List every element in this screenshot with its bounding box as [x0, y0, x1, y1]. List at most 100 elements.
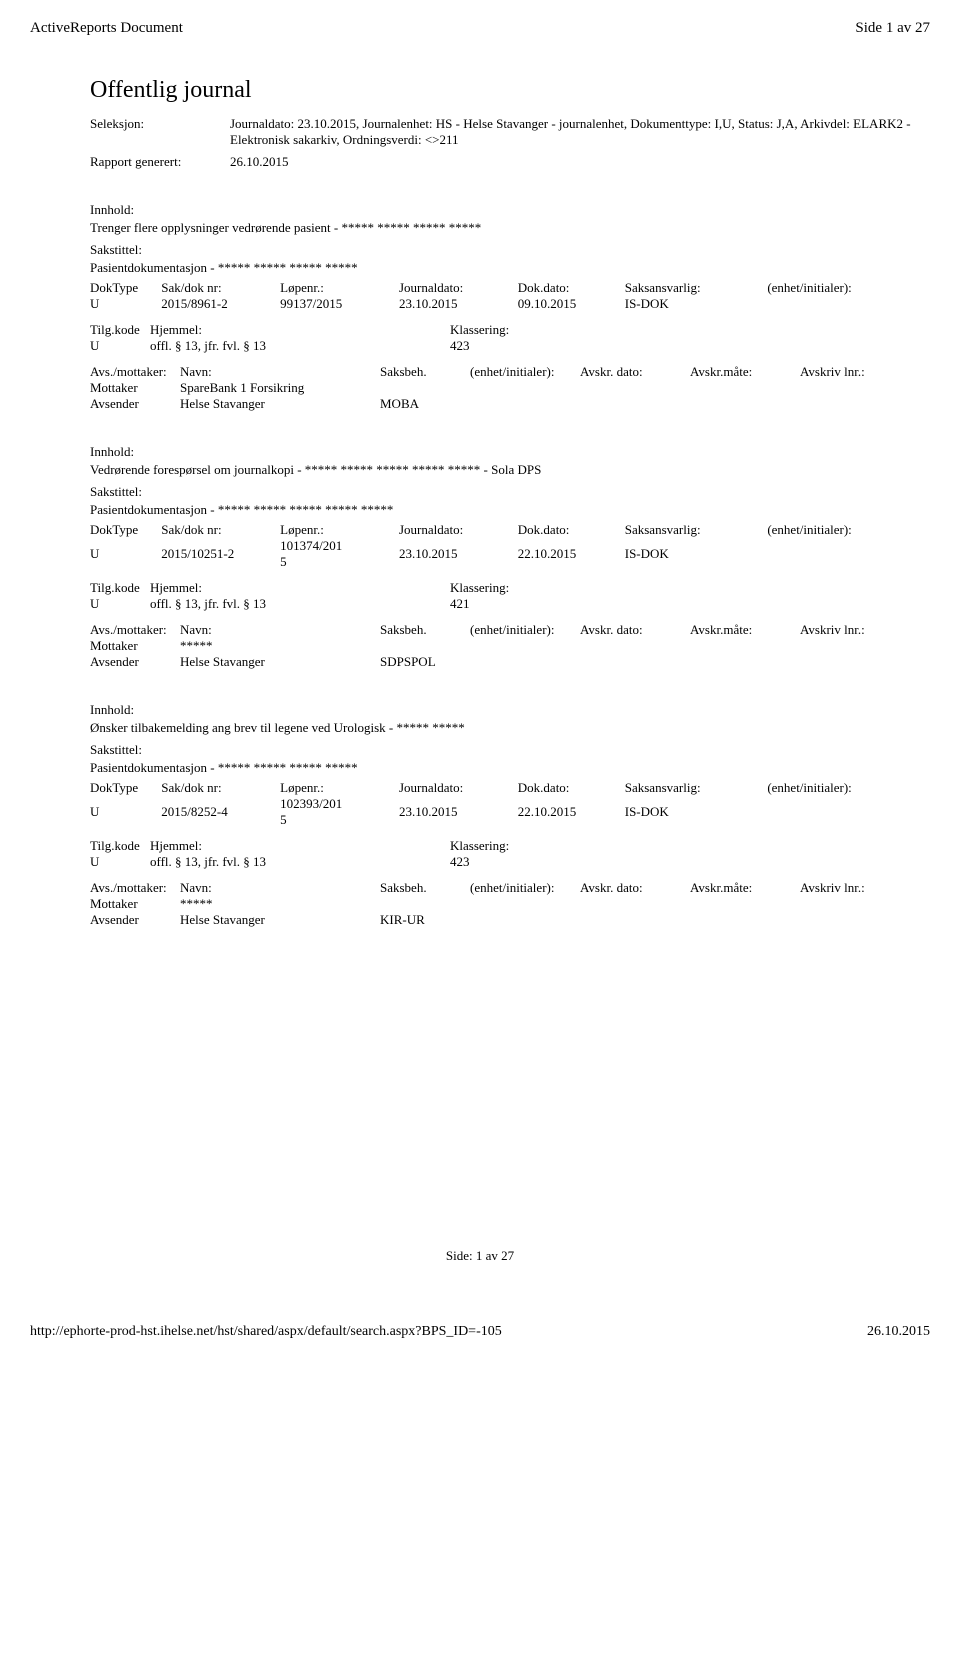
col-dokdato: Dok.dato:: [518, 522, 625, 538]
val-dokdato: 09.10.2015: [518, 296, 625, 312]
val-journaldato: 23.10.2015: [399, 296, 518, 312]
val-saksansvarlig: IS-DOK: [625, 296, 768, 312]
col-avskrivlnr: Avskriv lnr.:: [800, 622, 910, 638]
party-saksbeh: KIR-UR: [380, 912, 470, 928]
footer-date: 26.10.2015: [867, 1324, 930, 1340]
party-navn: Helse Stavanger: [180, 654, 380, 670]
party-navn: Helse Stavanger: [180, 912, 380, 928]
col-enhet: (enhet/initialer):: [767, 522, 910, 538]
col-doktype: DokType: [90, 780, 161, 796]
val-lopenr: 101374/2015: [280, 538, 399, 570]
seleksjon-value: Journaldato: 23.10.2015, Journalenhet: H…: [230, 116, 930, 148]
val-tilgkode: U: [90, 854, 150, 870]
col-journaldato: Journaldato:: [399, 522, 518, 538]
record-parties-table: Avs./mottaker: Navn: Saksbeh. (enhet/ini…: [90, 622, 910, 670]
val-enhet: [767, 796, 910, 828]
val-doktype: U: [90, 796, 161, 828]
record-data-table: DokType Sak/dok nr: Løpenr.: Journaldato…: [90, 780, 910, 828]
party-row: Mottaker *****: [90, 896, 910, 912]
val-hjemmel: offl. § 13, jfr. fvl. § 13: [150, 854, 450, 870]
val-lopenr: 102393/2015: [280, 796, 399, 828]
innhold-text: Vedrørende forespørsel om journalkopi - …: [90, 462, 910, 478]
col-avskrmate: Avskr.måte:: [690, 364, 800, 380]
val-enhet: [767, 538, 910, 570]
party-row: Avsender Helse Stavanger KIR-UR: [90, 912, 910, 928]
record-tilg-table: Tilg.kode Hjemmel: Klassering: U offl. §…: [90, 580, 910, 612]
seleksjon-row: Seleksjon: Journaldato: 23.10.2015, Jour…: [90, 116, 930, 148]
val-saksansvarlig: IS-DOK: [625, 538, 768, 570]
val-tilgkode: U: [90, 596, 150, 612]
val-lopenr: 99137/2015: [280, 296, 399, 312]
val-dokdato: 22.10.2015: [518, 796, 625, 828]
party-role: Mottaker: [90, 380, 180, 396]
journal-record: Innhold: Trenger flere opplysninger vedr…: [90, 202, 910, 412]
rapport-row: Rapport generert: 26.10.2015: [90, 154, 930, 170]
party-role: Avsender: [90, 912, 180, 928]
col-navn: Navn:: [180, 880, 380, 896]
header-left: ActiveReports Document: [30, 20, 183, 37]
party-saksbeh: [380, 380, 470, 396]
col-navn: Navn:: [180, 364, 380, 380]
party-row: Mottaker SpareBank 1 Forsikring: [90, 380, 910, 396]
col-klassering: Klassering:: [450, 838, 550, 854]
val-doktype: U: [90, 538, 161, 570]
col-saknr: Sak/dok nr:: [161, 280, 280, 296]
record-tilg-table: Tilg.kode Hjemmel: Klassering: U offl. §…: [90, 838, 910, 870]
val-journaldato: 23.10.2015: [399, 538, 518, 570]
col-avsmottaker: Avs./mottaker:: [90, 364, 180, 380]
innhold-label: Innhold:: [90, 444, 910, 460]
val-saknr: 2015/8252-4: [161, 796, 280, 828]
sakstittel-text: Pasientdokumentasjon - ***** ***** *****…: [90, 260, 910, 276]
page-header: ActiveReports Document Side 1 av 27: [30, 20, 930, 37]
seleksjon-label: Seleksjon:: [90, 116, 230, 148]
sakstittel-label: Sakstittel:: [90, 242, 910, 258]
party-saksbeh: MOBA: [380, 396, 470, 412]
col-enhet: (enhet/initialer):: [767, 780, 910, 796]
col-avskrivlnr: Avskriv lnr.:: [800, 364, 910, 380]
footer-page: Side: 1 av 27: [30, 1248, 930, 1264]
col-hjemmel: Hjemmel:: [150, 322, 450, 338]
header-right: Side 1 av 27: [855, 20, 930, 37]
rapport-value: 26.10.2015: [230, 154, 289, 170]
sakstittel-text: Pasientdokumentasjon - ***** ***** *****…: [90, 502, 910, 518]
party-role: Avsender: [90, 396, 180, 412]
party-saksbeh: [380, 638, 470, 654]
party-row: Mottaker *****: [90, 638, 910, 654]
col-enhet2: (enhet/initialer):: [470, 364, 580, 380]
innhold-text: Ønsker tilbakemelding ang brev til legen…: [90, 720, 910, 736]
party-navn: SpareBank 1 Forsikring: [180, 380, 380, 396]
party-role: Mottaker: [90, 638, 180, 654]
party-navn: Helse Stavanger: [180, 396, 380, 412]
record-parties-table: Avs./mottaker: Navn: Saksbeh. (enhet/ini…: [90, 364, 910, 412]
innhold-label: Innhold:: [90, 702, 910, 718]
col-avsmottaker: Avs./mottaker:: [90, 880, 180, 896]
bottom-row: http://ephorte-prod-hst.ihelse.net/hst/s…: [30, 1324, 930, 1340]
record-data-row: U 2015/8252-4 102393/2015 23.10.2015 22.…: [90, 796, 910, 828]
col-avskrdato: Avskr. dato:: [580, 364, 690, 380]
sakstittel-label: Sakstittel:: [90, 742, 910, 758]
col-saknr: Sak/dok nr:: [161, 522, 280, 538]
record-parties-table: Avs./mottaker: Navn: Saksbeh. (enhet/ini…: [90, 880, 910, 928]
col-dokdato: Dok.dato:: [518, 780, 625, 796]
col-hjemmel: Hjemmel:: [150, 838, 450, 854]
col-avskrivlnr: Avskriv lnr.:: [800, 880, 910, 896]
val-klassering: 423: [450, 854, 550, 870]
col-hjemmel: Hjemmel:: [150, 580, 450, 596]
col-lopenr: Løpenr.:: [280, 522, 399, 538]
col-tilgkode: Tilg.kode: [90, 322, 150, 338]
col-enhet: (enhet/initialer):: [767, 280, 910, 296]
val-saksansvarlig: IS-DOK: [625, 796, 768, 828]
party-row: Avsender Helse Stavanger MOBA: [90, 396, 910, 412]
val-saknr: 2015/10251-2: [161, 538, 280, 570]
col-avskrmate: Avskr.måte:: [690, 622, 800, 638]
record-tilg-row: U offl. § 13, jfr. fvl. § 13 423: [90, 338, 910, 354]
val-doktype: U: [90, 296, 161, 312]
val-saknr: 2015/8961-2: [161, 296, 280, 312]
sakstittel-text: Pasientdokumentasjon - ***** ***** *****…: [90, 760, 910, 776]
sakstittel-label: Sakstittel:: [90, 484, 910, 500]
record-tilg-table: Tilg.kode Hjemmel: Klassering: U offl. §…: [90, 322, 910, 354]
col-saksansvarlig: Saksansvarlig:: [625, 780, 768, 796]
col-saksansvarlig: Saksansvarlig:: [625, 280, 768, 296]
col-enhet2: (enhet/initialer):: [470, 622, 580, 638]
col-saksbeh: Saksbeh.: [380, 364, 470, 380]
